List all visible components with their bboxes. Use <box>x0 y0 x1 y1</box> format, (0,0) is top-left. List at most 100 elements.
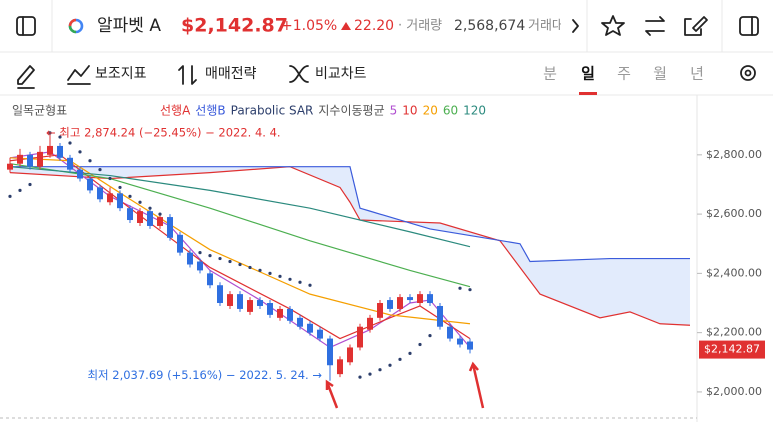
next-icon[interactable] <box>572 19 579 33</box>
candle-body <box>57 145 63 158</box>
indicator-line <box>9 166 691 326</box>
annotation: 최저 2,037.69 (+5.16%) − 2022. 5. 24. → <box>87 368 322 382</box>
sar-dot <box>108 176 112 181</box>
candle-body <box>247 300 253 312</box>
sar-dot <box>78 150 82 154</box>
sar-dot <box>98 168 102 172</box>
sar-dot <box>398 357 402 361</box>
candle-body <box>187 252 193 265</box>
period-tab[interactable]: 주 <box>617 65 631 83</box>
legend-entry: Parabolic SAR <box>231 104 314 118</box>
sar-dot <box>28 182 32 187</box>
period-tab[interactable]: 일 <box>581 65 595 83</box>
candle-body <box>167 217 173 238</box>
edit-icon[interactable] <box>684 16 708 36</box>
candle-body <box>387 300 393 309</box>
settings-icon[interactable] <box>740 65 756 81</box>
candle-body <box>427 294 433 304</box>
candle-body <box>27 154 33 167</box>
sar-dot <box>218 256 222 261</box>
candle-body <box>307 323 313 333</box>
candle-body <box>147 211 153 226</box>
candle-body <box>207 273 213 286</box>
swap-icon[interactable] <box>645 16 665 36</box>
sar-dot <box>48 131 52 135</box>
sar-dot <box>458 286 462 290</box>
volume: 2,568,674 <box>454 18 525 34</box>
indicator-line <box>9 151 471 349</box>
ichimoku-cloud <box>10 166 690 326</box>
last-price-tag <box>699 340 765 359</box>
indicator-line <box>9 163 471 288</box>
candle-body <box>97 187 103 200</box>
candle-body <box>317 329 323 339</box>
candle-body <box>257 300 263 306</box>
sar-dot <box>388 363 392 367</box>
sar-dot <box>158 212 162 216</box>
favorite-icon[interactable] <box>601 15 625 36</box>
legend-entry: 10 <box>402 104 417 118</box>
candle-body <box>137 211 143 223</box>
candle-body <box>297 317 303 327</box>
last-price-label: $2,142.87 <box>704 343 760 356</box>
sar-dot <box>138 200 142 204</box>
compare-button[interactable]: 비교차트 <box>315 66 367 82</box>
sar-dot <box>408 351 412 355</box>
arrow <box>468 361 485 409</box>
stock-name: 알파벳 A <box>97 16 161 36</box>
y-tick-label: $2,000.00 <box>706 385 762 398</box>
sar-dot <box>118 185 122 190</box>
sar-dot <box>128 194 132 198</box>
candle-body <box>77 169 83 179</box>
arrow <box>325 379 339 409</box>
candle-body <box>337 359 343 375</box>
candle-body <box>157 217 163 226</box>
y-tick-label: $2,400.00 <box>706 266 762 279</box>
candle-body <box>347 347 353 363</box>
settings-icon <box>744 69 752 77</box>
panel-icon[interactable] <box>739 16 759 36</box>
period-tab[interactable]: 분 <box>543 65 557 83</box>
legend-entry: 20 <box>423 104 438 118</box>
sar-dot <box>378 368 382 372</box>
candle-body <box>367 317 373 330</box>
sidebar-icon[interactable] <box>16 16 36 36</box>
sar-dot <box>58 135 62 139</box>
logo <box>68 18 84 34</box>
sar-dot <box>418 342 422 347</box>
change: 22.20 <box>354 18 394 34</box>
sar-dot <box>8 194 12 198</box>
change-pct: +1.05% <box>281 18 337 34</box>
candle-body <box>37 151 43 167</box>
price: $2,142.87 <box>181 15 288 37</box>
candle-body <box>217 285 223 304</box>
candle-body <box>117 193 123 209</box>
candle-body <box>227 294 233 306</box>
sar-dot <box>288 277 292 281</box>
sar-dot <box>358 375 362 379</box>
candle-body <box>467 341 473 350</box>
candle-body <box>287 308 293 321</box>
y-tick-label: $2,600.00 <box>706 207 762 220</box>
more-info: 거래대 <box>528 19 564 34</box>
period-tab[interactable]: 년 <box>690 65 704 83</box>
draw-icon[interactable] <box>17 65 35 89</box>
sar-dot <box>298 280 302 284</box>
candle-body <box>277 308 283 318</box>
period-tab[interactable]: 월 <box>653 65 667 83</box>
candle-body <box>447 326 453 339</box>
candle-body <box>417 294 423 304</box>
strategy-button[interactable]: 매매전략 <box>205 66 257 82</box>
candle-body <box>87 178 93 191</box>
compare-icon <box>289 65 309 83</box>
strategy-icon <box>178 65 197 85</box>
y-tick-label: $2,200.00 <box>706 326 762 339</box>
indicator-button[interactable]: 보조지표 <box>95 66 147 82</box>
candle-body <box>457 338 463 345</box>
legend-entry: 120 <box>463 104 486 118</box>
candle-body <box>397 297 403 309</box>
y-tick-label: $2,800.00 <box>706 148 762 161</box>
candle-body <box>267 303 273 315</box>
